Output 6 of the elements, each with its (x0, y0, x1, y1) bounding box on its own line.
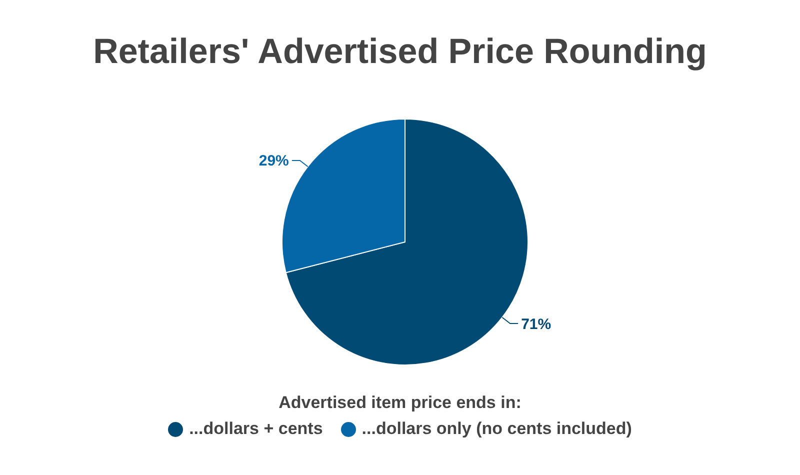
legend-label: ...dollars + cents (189, 419, 323, 439)
chart-title: Retailers' Advertised Price Rounding (92, 32, 708, 72)
data-label: 29% (258, 152, 289, 170)
legend-label: ...dollars only (no cents included) (362, 419, 632, 439)
legend-title: Advertised item price ends in: (278, 393, 522, 413)
data-label: 71% (521, 316, 552, 333)
